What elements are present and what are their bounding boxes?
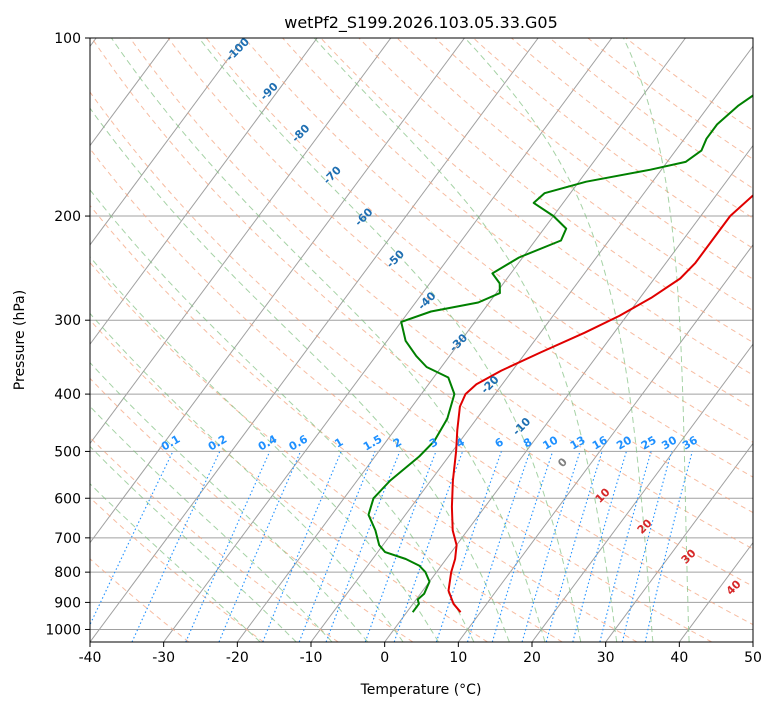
y-tick-label: 400	[54, 387, 81, 403]
y-tick-label: 300	[54, 313, 81, 329]
y-tick-label: 800	[54, 565, 81, 581]
y-axis-label: Pressure (hPa)	[12, 290, 28, 390]
x-tick-label: 50	[744, 650, 762, 666]
chart-title: wetPf2_S199.2026.103.05.33.G05	[284, 13, 558, 33]
x-tick-label: 0	[380, 650, 389, 666]
y-tick-label: 500	[54, 444, 81, 460]
y-tick-label: 600	[54, 491, 81, 507]
x-tick-label: 40	[670, 650, 688, 666]
x-tick-label: -20	[226, 650, 249, 666]
y-tick-label: 100	[54, 31, 81, 47]
x-axis-label: Temperature (°C)	[360, 682, 482, 698]
x-tick-label: -40	[79, 650, 102, 666]
x-tick-label: -30	[152, 650, 175, 666]
x-tick-label: 20	[523, 650, 541, 666]
x-tick-label: -10	[300, 650, 323, 666]
x-tick-label: 30	[597, 650, 615, 666]
y-tick-label: 200	[54, 209, 81, 225]
x-tick-label: 10	[449, 650, 467, 666]
y-tick-label: 900	[54, 595, 81, 611]
y-tick-label: 700	[54, 531, 81, 547]
y-tick-label: 1000	[45, 622, 81, 638]
